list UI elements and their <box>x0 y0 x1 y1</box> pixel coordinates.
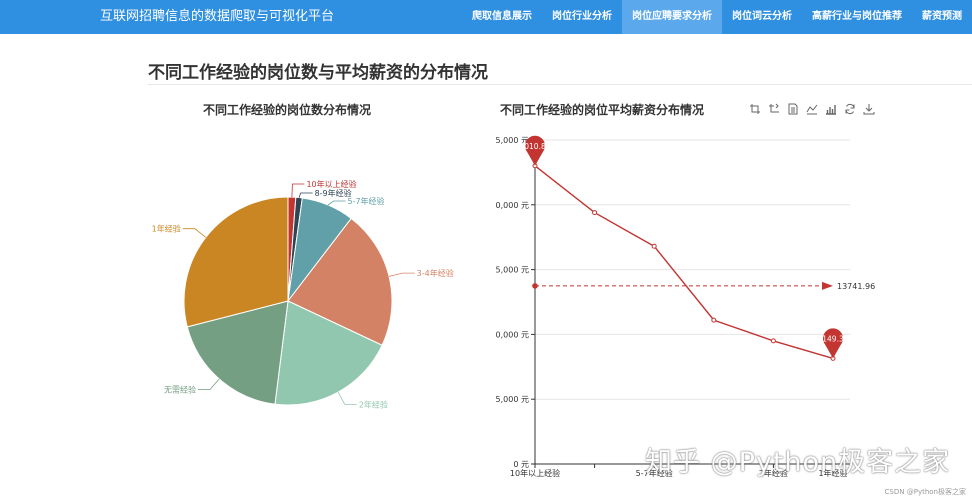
min-pin-label: 8149.32 <box>817 334 848 343</box>
pie-label-line <box>327 200 346 206</box>
pie-label: 3-4年经验 <box>417 268 454 278</box>
pie-slice <box>186 300 289 405</box>
nav-item-salary-prediction[interactable]: 薪资预测 <box>922 11 962 22</box>
data-zoom-icon[interactable] <box>748 102 762 116</box>
pie-label-line <box>337 391 357 405</box>
pie-slice <box>287 217 393 346</box>
restore-icon[interactable] <box>843 102 857 116</box>
pie-slice <box>183 196 289 328</box>
pie-slice <box>274 300 383 406</box>
pie-label: 10年以上经验 <box>306 179 356 189</box>
nav-item-high-salary[interactable]: 高薪行业与岗位推荐 <box>812 11 902 22</box>
max-pin-label: 3010.85 <box>519 142 550 151</box>
pie-label: 无需经验 <box>164 385 196 395</box>
pie-chart-title: 不同工作经验的岗位数分布情况 <box>203 103 372 117</box>
average-arrow <box>822 281 833 290</box>
average-start-point <box>532 283 538 289</box>
pie-label: 5-7年经验 <box>347 196 384 206</box>
nav-item-wordcloud[interactable]: 岗位词云分析 <box>732 11 792 22</box>
pie-slice <box>287 196 303 302</box>
pie-label-line <box>291 183 305 198</box>
pie-slice <box>287 197 352 303</box>
pie-label-line <box>198 378 220 390</box>
y-tick-label: 0,000 元 <box>496 330 529 339</box>
bar-chart-icon[interactable] <box>824 102 838 116</box>
data-point <box>592 210 598 216</box>
app-brand[interactable]: 互联网招聘信息的数据爬取与可视化平台 <box>100 9 335 24</box>
pie-label: 8-9年经验 <box>315 188 352 198</box>
nav-item-crawl-info[interactable]: 爬取信息展示 <box>472 11 532 22</box>
data-point <box>711 317 717 323</box>
line-chart-icon[interactable] <box>805 102 819 116</box>
page-title: 不同工作经验的岗位数与平均薪资的分布情况 <box>148 63 488 83</box>
main-nav: 爬取信息展示 岗位行业分析 岗位应聘要求分析 岗位词云分析 高薪行业与岗位推荐 … <box>462 0 972 34</box>
min-pin-marker <box>823 328 844 359</box>
nav-item-industry[interactable]: 岗位行业分析 <box>552 11 612 22</box>
line-chart-title: 不同工作经验的岗位平均薪资分布情况 <box>500 103 705 117</box>
average-label: 13741.96 <box>837 282 875 291</box>
data-point <box>532 163 538 169</box>
max-pin-marker <box>525 135 545 166</box>
data-point <box>830 355 836 361</box>
data-point <box>770 338 776 344</box>
pie-label-line <box>388 272 415 277</box>
series-line <box>534 165 834 360</box>
pie-slice <box>287 196 297 302</box>
pie-label: 1年经验 <box>152 224 181 234</box>
y-tick-label: 5,000 元 <box>496 266 529 275</box>
pie-label-line <box>298 192 313 198</box>
pie-label: 2年经验 <box>359 399 388 409</box>
credit-text: CSDN @Python极客之家 <box>884 488 966 496</box>
y-tick-label: 0,000 元 <box>496 201 529 210</box>
y-tick-label: 5,000 元 <box>496 136 529 145</box>
y-tick-label: 0 元 <box>513 460 529 469</box>
zoom-reset-icon[interactable] <box>767 102 781 116</box>
y-tick-label: 5,000 元 <box>496 395 529 404</box>
watermark: 知乎 @Python极客之家 <box>645 447 951 478</box>
chart-toolbox <box>748 102 876 116</box>
title-divider <box>148 84 972 85</box>
data-view-icon[interactable] <box>786 102 800 116</box>
data-point <box>651 243 657 249</box>
top-navbar: 互联网招聘信息的数据爬取与可视化平台 爬取信息展示 岗位行业分析 岗位应聘要求分… <box>0 0 972 34</box>
download-icon[interactable] <box>862 102 876 116</box>
pie-label-line <box>182 228 207 238</box>
x-tick-label: 10年以上经验 <box>510 468 560 478</box>
nav-item-requirements[interactable]: 岗位应聘要求分析 <box>622 0 722 34</box>
